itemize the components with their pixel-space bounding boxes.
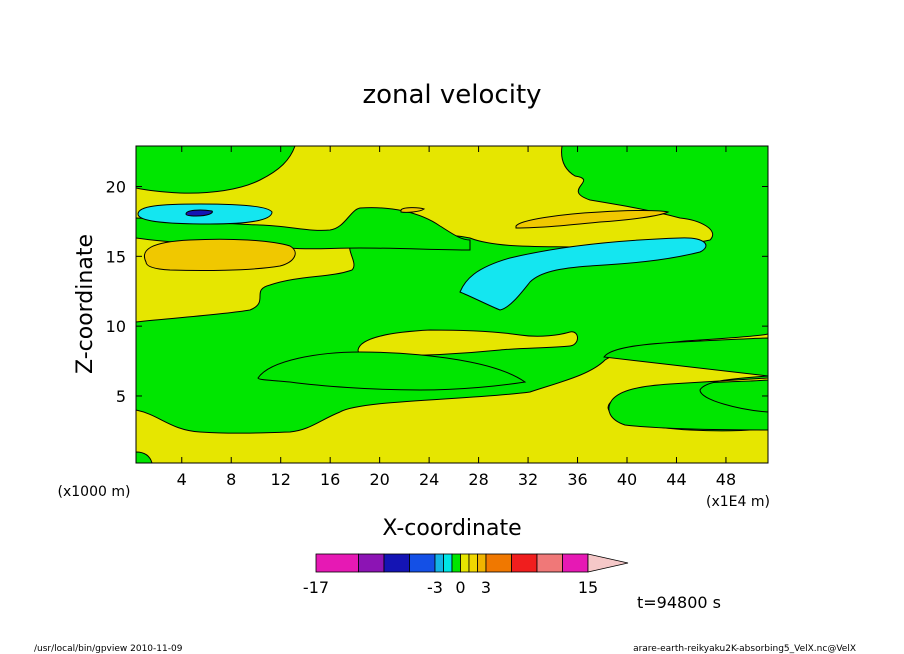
colorbar-segment [468,553,478,573]
time-label: t=94800 s [637,593,721,612]
x-tick-label: 12 [271,470,291,489]
x-tick-label: 48 [716,470,736,489]
colorbar-segment [358,553,385,573]
x-tick-label: 24 [419,470,439,489]
y-tick-label: 15 [106,247,126,266]
colorbar-segment [383,553,410,573]
colorbar [315,553,629,573]
x-tick-label: 40 [617,470,637,489]
colorbar-label: 0 [455,578,465,597]
green-region-lower-right [603,337,768,431]
x-tick-label: 32 [518,470,538,489]
colorbar-labels: -17 -3 0 3 15 [303,578,598,597]
y-tick-label: 5 [116,387,126,406]
plot-area [136,146,768,463]
green-region-upper-left [136,146,296,194]
colorbar-segment [536,553,563,573]
x-tick-label: 4 [177,470,187,489]
x-tick-label: 20 [369,470,389,489]
x-axis-label: X-coordinate [382,516,521,541]
orange-region-small [400,207,426,213]
footer-left: /usr/local/bin/gpview 2010-11-09 [34,644,183,654]
colorbar-segment [460,553,470,573]
colorbar-segment [315,553,359,573]
orange-region-upper-right [515,210,670,229]
blue-region-upper-left [185,209,213,217]
colorbar-segment [409,553,436,573]
orange-region-left [144,238,296,272]
x-tick-label: 44 [666,470,686,489]
colorbar-label: 15 [578,578,598,597]
green-region-corner [136,451,153,463]
y-axis-label: Z-coordinate [73,234,98,374]
x-tick-label: 8 [226,470,236,489]
x-tick-label: 28 [468,470,488,489]
colorbar-segment [485,553,512,573]
chart-title: zonal velocity [362,80,541,110]
y-scale-note: (x1000 m) [58,484,131,500]
y-tick-label: 10 [106,317,126,336]
y-axis: 5 10 15 20 [106,177,768,406]
cyan-region-right [459,237,707,311]
colorbar-label: 3 [481,578,491,597]
colorbar-segment [562,553,589,573]
colorbar-segment [477,553,487,573]
colorbar-segment [451,553,461,573]
y-tick-label: 20 [106,177,126,196]
colorbar-segment [434,553,444,573]
x-axis: 4 8 12 16 20 24 28 32 36 40 44 48 [177,146,736,489]
plot-frame [135,145,769,464]
footer-right: arare-earth-reikyaku2K-absorbing5_VelX.n… [633,644,856,654]
colorbar-label: -17 [303,578,329,597]
colorbar-overflow-triangle [587,553,629,573]
colorbar-label: -3 [427,578,443,597]
x-scale-note: (x1E4 m) [706,494,770,510]
colorbar-segment [511,553,538,573]
x-tick-label: 16 [320,470,340,489]
green-region-lower-middle [257,351,527,391]
colorbar-segment [443,553,453,573]
x-tick-label: 36 [567,470,587,489]
